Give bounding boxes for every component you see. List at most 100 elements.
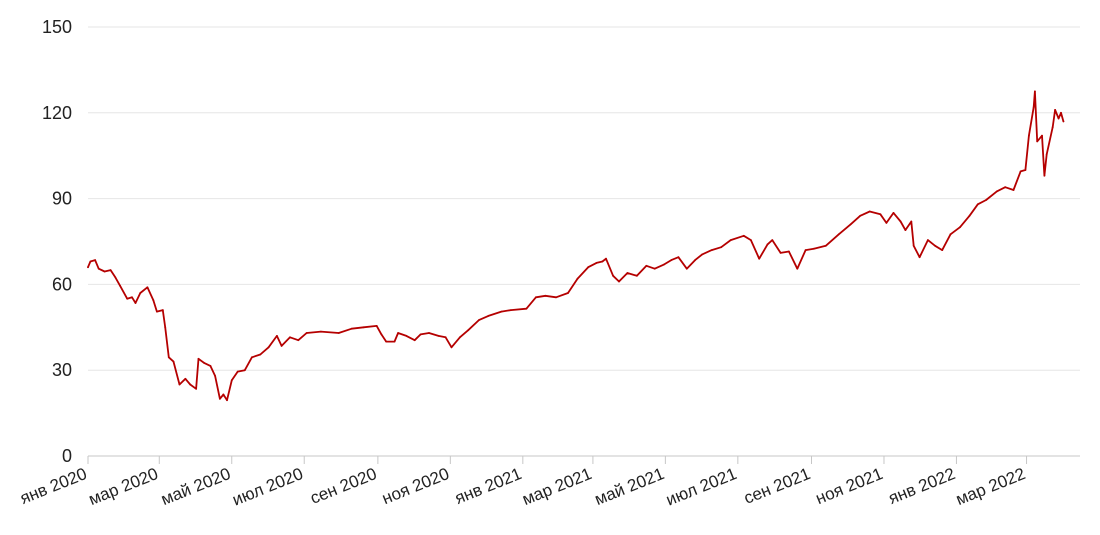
series-points	[87, 90, 1065, 402]
y-tick-label: 90	[52, 189, 72, 209]
data-point	[89, 260, 92, 263]
data-point	[910, 220, 913, 223]
data-point	[758, 257, 761, 260]
data-point	[195, 387, 198, 390]
data-point	[467, 329, 470, 332]
data-point	[701, 253, 704, 256]
data-point	[918, 256, 921, 259]
data-point	[139, 292, 142, 294]
data-point	[612, 274, 614, 277]
data-point	[405, 335, 408, 337]
data-point	[544, 294, 547, 297]
x-tick-label: сен 2020	[307, 464, 379, 508]
data-point	[720, 246, 723, 249]
y-tick-label: 60	[52, 274, 72, 294]
data-point	[976, 203, 979, 206]
data-point	[804, 249, 807, 252]
series-layer	[87, 90, 1065, 402]
data-point	[397, 332, 399, 334]
data-point	[184, 377, 187, 380]
data-point	[297, 339, 300, 342]
data-point	[879, 213, 882, 216]
x-tick-label: янв 2022	[886, 464, 958, 508]
data-point	[587, 266, 590, 269]
data-point	[167, 356, 170, 359]
data-point	[1041, 134, 1043, 137]
data-point	[1012, 189, 1015, 191]
data-point	[710, 249, 713, 252]
data-point	[1032, 106, 1035, 108]
data-point	[824, 244, 827, 247]
data-point	[87, 266, 89, 269]
data-point	[959, 226, 961, 229]
data-point	[375, 325, 378, 327]
data-point	[927, 239, 929, 242]
data-point	[510, 309, 512, 311]
data-point	[267, 346, 270, 349]
data-point	[385, 340, 388, 343]
data-point	[131, 296, 133, 299]
data-point	[152, 299, 155, 301]
grid-lines	[88, 26, 1080, 371]
series-line	[87, 90, 1065, 402]
data-point	[419, 333, 422, 336]
data-point	[1034, 90, 1036, 93]
data-point	[350, 327, 353, 330]
data-point	[1062, 120, 1065, 123]
data-point	[685, 267, 688, 270]
data-point	[219, 397, 221, 400]
data-point	[788, 250, 790, 253]
data-point	[750, 239, 752, 242]
data-point	[172, 360, 175, 363]
data-point	[146, 286, 149, 289]
data-point	[164, 326, 167, 329]
data-point	[459, 336, 461, 339]
data-point	[259, 353, 262, 356]
data-point	[1043, 174, 1046, 177]
data-point	[766, 243, 769, 246]
data-point	[601, 260, 604, 263]
data-point	[236, 370, 239, 373]
data-point	[156, 310, 158, 313]
x-tick-label: мар 2021	[519, 464, 594, 509]
data-point	[362, 326, 365, 329]
data-point	[243, 369, 246, 372]
data-point	[178, 383, 181, 386]
data-point	[393, 340, 396, 343]
data-point	[1036, 140, 1039, 143]
data-point	[567, 292, 569, 294]
data-point	[813, 247, 815, 250]
data-point	[653, 267, 656, 270]
x-tick-label: ноя 2020	[379, 464, 452, 508]
x-tick-label: мар 2020	[86, 464, 161, 509]
x-tick-label: июл 2021	[663, 464, 739, 509]
data-point	[119, 284, 121, 287]
data-point	[1024, 169, 1027, 171]
data-point	[94, 259, 96, 261]
data-point	[796, 267, 799, 270]
x-tick-label: июл 2020	[230, 464, 306, 509]
data-point	[995, 190, 998, 193]
data-point	[103, 270, 106, 273]
data-point	[226, 399, 228, 402]
data-point	[320, 330, 322, 333]
data-point	[868, 210, 871, 213]
y-tick-label: 150	[42, 17, 72, 37]
data-point	[525, 307, 528, 310]
x-tick-label: янв 2020	[17, 464, 89, 508]
data-point	[1028, 134, 1030, 137]
data-point	[134, 302, 137, 304]
data-point	[729, 239, 732, 242]
data-point	[478, 319, 480, 321]
data-point	[892, 212, 895, 214]
y-axis-tick-labels: 0 30 60 90 120 150	[42, 17, 72, 466]
data-point	[114, 276, 117, 279]
data-point	[230, 379, 233, 382]
data-point	[626, 272, 629, 274]
x-tick-label: май 2020	[158, 464, 233, 509]
data-point	[899, 220, 902, 223]
data-point	[535, 296, 537, 299]
data-point	[276, 335, 278, 337]
